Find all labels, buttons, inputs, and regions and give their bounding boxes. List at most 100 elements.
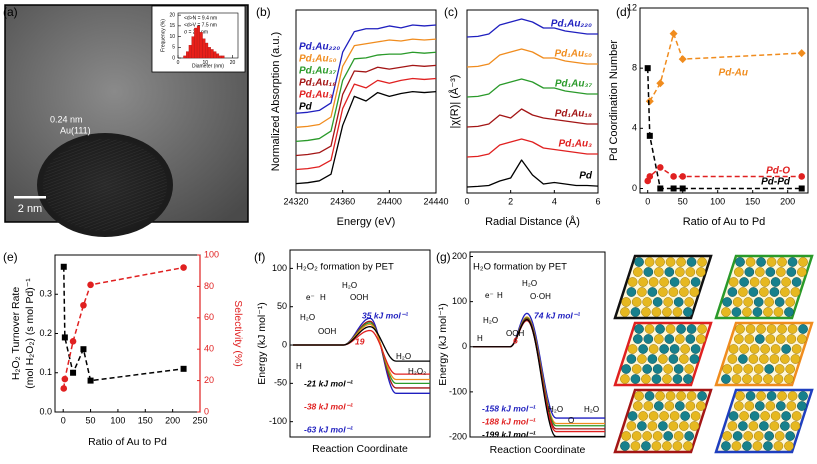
au-atom — [651, 307, 662, 317]
x-tick-label: 0 — [645, 196, 650, 206]
au-atom — [632, 267, 643, 277]
y-tick-label: 100 — [272, 263, 287, 273]
x-tick-label: 0 — [464, 196, 469, 206]
au-atom — [722, 431, 733, 441]
au-atom — [743, 364, 754, 374]
au-atom — [796, 334, 807, 344]
au-atom — [655, 391, 665, 401]
energy-label: -158 kJ mol⁻¹ — [482, 403, 536, 413]
series-line — [295, 24, 437, 114]
pd-atom — [697, 391, 707, 401]
tem-image: 0.24 nm Au(111) 2 nm — [4, 4, 249, 237]
pd-atom — [637, 421, 647, 431]
au-atom — [752, 374, 763, 384]
pd-atom — [673, 364, 684, 374]
au-atom — [686, 391, 697, 401]
pd-atom — [769, 287, 780, 297]
x-tick-label: 6 — [595, 196, 600, 206]
y2-tick-label: 20 — [204, 375, 214, 385]
au-atom — [632, 401, 643, 411]
y-tick-label: 15 — [169, 23, 175, 29]
au-atom — [728, 277, 739, 287]
hist-bar — [188, 44, 192, 59]
slab-model — [613, 254, 713, 320]
pd-atom — [722, 297, 733, 307]
au-atom — [679, 287, 689, 297]
plot-frame — [466, 9, 599, 194]
pd-atom — [738, 354, 748, 364]
au-atom — [735, 324, 745, 334]
pd-atom — [668, 354, 679, 364]
point — [180, 365, 187, 372]
point — [80, 346, 87, 353]
x-axis-label: Diameter (nm) — [192, 63, 224, 69]
pd-atom — [791, 277, 802, 287]
au-atom — [648, 411, 659, 421]
y-axis-label: Energy (kJ mol⁻¹) — [437, 303, 449, 386]
au-atom — [727, 421, 738, 431]
pd-atom — [690, 344, 701, 354]
y-tick-label: -100 — [269, 416, 287, 426]
au-atom — [798, 257, 808, 267]
au-atom — [621, 297, 632, 307]
au-atom — [760, 344, 770, 354]
au-atom — [652, 431, 663, 441]
pd-atom — [686, 257, 697, 267]
au-atom — [756, 324, 766, 334]
au-atom — [690, 411, 701, 421]
legend-entry: Pd₁Au₃ — [299, 90, 333, 101]
x-tick-label: 100 — [110, 415, 125, 425]
y-axis-label: (mol H₂O₂) (s mol Pd)⁻¹ — [24, 278, 36, 389]
au-atom — [662, 307, 672, 317]
slab-model — [613, 388, 713, 454]
au-atom — [748, 354, 759, 364]
pd-atom — [627, 411, 638, 421]
pd-atom — [683, 374, 693, 384]
species-label: H₂O — [548, 405, 563, 414]
au-atom — [665, 324, 676, 334]
slab-model — [714, 321, 814, 387]
pd-atom — [785, 431, 796, 441]
x-axis-label: Reaction Coordinate — [312, 443, 408, 455]
pd-atom — [721, 441, 731, 451]
inset-box — [151, 5, 246, 73]
pd-atom — [754, 401, 765, 411]
hist-bar — [216, 53, 220, 59]
pd-atom — [721, 374, 731, 384]
au-atom — [672, 307, 683, 317]
series-label: Pd₁Au₂₂₀ — [551, 19, 592, 30]
pd-atom — [638, 344, 648, 354]
species-label: e⁻ — [485, 291, 494, 300]
point — [657, 185, 664, 192]
pd-atom — [643, 334, 654, 344]
point — [61, 375, 69, 383]
x-tick-label: 200 — [780, 196, 795, 206]
series-line — [295, 38, 437, 128]
pd-atom — [798, 391, 808, 401]
pd-atom — [744, 267, 755, 277]
point — [798, 173, 805, 180]
au-atom — [743, 431, 754, 441]
x-axis-label: Energy (eV) — [337, 216, 396, 228]
point — [87, 281, 94, 289]
series-line — [466, 159, 599, 188]
y-tick-label: 0.3 — [39, 289, 52, 299]
plot-frame — [469, 251, 606, 438]
au-atom — [668, 421, 679, 431]
x-tick-label: 24440 — [423, 196, 448, 206]
au-atom — [653, 334, 664, 344]
species-label: H₂O — [522, 279, 537, 288]
pd-atom — [658, 421, 668, 431]
panel-label: (a) — [3, 5, 18, 19]
legend-entry: Pd₁Au₁₈ — [299, 78, 336, 89]
au-atom — [676, 257, 686, 267]
pd-atom — [752, 307, 763, 317]
pd-atom — [659, 344, 669, 354]
pd-atom — [672, 374, 683, 384]
pd-atom — [732, 431, 743, 441]
au-atom — [787, 391, 798, 401]
pd-atom — [727, 287, 738, 297]
pd-atom — [690, 277, 701, 287]
point — [670, 173, 677, 180]
legend-entry: Pd₁Au₃₇ — [299, 66, 337, 77]
